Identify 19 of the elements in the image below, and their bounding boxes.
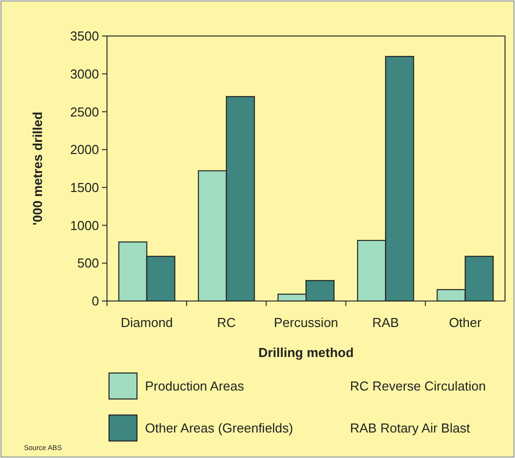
x-tick-label: Other xyxy=(448,315,482,330)
y-tick-label: 2500 xyxy=(70,104,99,120)
x-tick-label: Diamond xyxy=(120,315,173,330)
y-tick-label: 1500 xyxy=(70,180,99,195)
y-tick-label: 3000 xyxy=(70,66,99,82)
text: RAB Rotary Air Blast xyxy=(350,420,470,436)
legend-label: Other Areas (Greenfields) xyxy=(145,420,294,436)
y-tick-label: 2000 xyxy=(70,142,99,158)
y-axis-title: '000 metres drilled xyxy=(30,112,45,226)
x-tick-label: Percussion xyxy=(274,315,338,330)
x-tick-label: RC xyxy=(217,315,236,330)
y-tick-label: 0 xyxy=(92,294,99,309)
y-tick-label: 1000 xyxy=(70,218,99,233)
y-tick-label: 500 xyxy=(77,256,99,271)
text: RC Reverse Circulation xyxy=(350,378,486,394)
x-axis-title: Drilling method xyxy=(258,345,354,360)
y-tick-label: 3500 xyxy=(70,28,99,44)
legend-label: Production Areas xyxy=(145,378,245,394)
x-tick-label: RAB xyxy=(372,315,399,330)
